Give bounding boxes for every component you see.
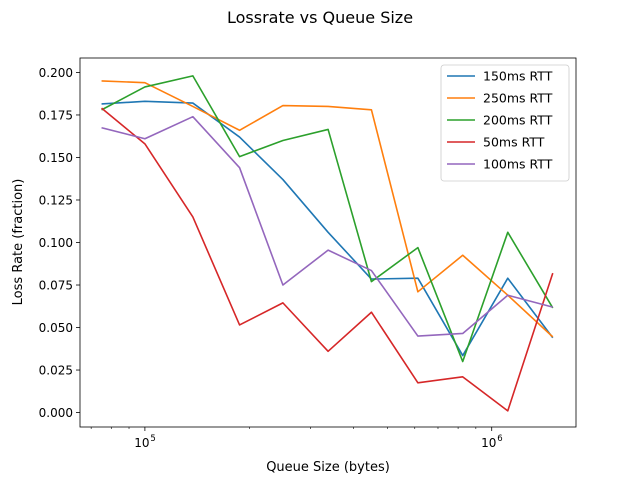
series-line-0 <box>101 100 554 357</box>
legend-frame <box>440 64 570 182</box>
series-line-4 <box>101 115 553 337</box>
x-tick-label: 10 <box>134 436 149 450</box>
y-tick-label: 0.150 <box>39 151 73 165</box>
x-tick-exponent: 6 <box>497 434 502 444</box>
y-tick-label: 0.050 <box>39 321 73 335</box>
series-line-3 <box>101 107 554 412</box>
legend-entry: 50ms RTT <box>483 135 545 150</box>
chart-title: Lossrate vs Queue Size <box>227 8 413 27</box>
plot-area <box>101 75 554 412</box>
series-line-1 <box>101 80 554 338</box>
legend-entry: 150ms RTT <box>483 69 553 84</box>
y-tick-label: 0.125 <box>39 193 73 207</box>
y-tick-label: 0.175 <box>39 108 73 122</box>
legend-entry: 200ms RTT <box>483 113 553 128</box>
x-axis: 10 5 10 6 <box>90 427 503 450</box>
y-tick-label: 0.000 <box>39 406 73 420</box>
y-tick-label: 0.075 <box>39 278 73 292</box>
y-tick-label: 0.100 <box>39 236 73 250</box>
y-axis-label: Loss Rate (fraction) <box>11 179 26 306</box>
series-line-2 <box>101 75 554 363</box>
x-axis-label: Queue Size (bytes) <box>266 460 390 475</box>
legend-entry: 250ms RTT <box>483 91 553 106</box>
legend: 150ms RTT 250ms RTT 200ms RTT 50ms RTT 100ms… <box>440 64 570 182</box>
legend-entry: 100ms RTT <box>483 157 553 172</box>
y-tick-label: 0.200 <box>39 66 73 80</box>
y-tick-label: 0.025 <box>39 363 73 377</box>
x-tick-label: 10 <box>481 436 496 450</box>
y-axis: 0.000 0.025 0.050 0.075 0.100 0.125 0.150 0.175… <box>39 66 80 420</box>
x-tick-exponent: 5 <box>150 434 155 444</box>
